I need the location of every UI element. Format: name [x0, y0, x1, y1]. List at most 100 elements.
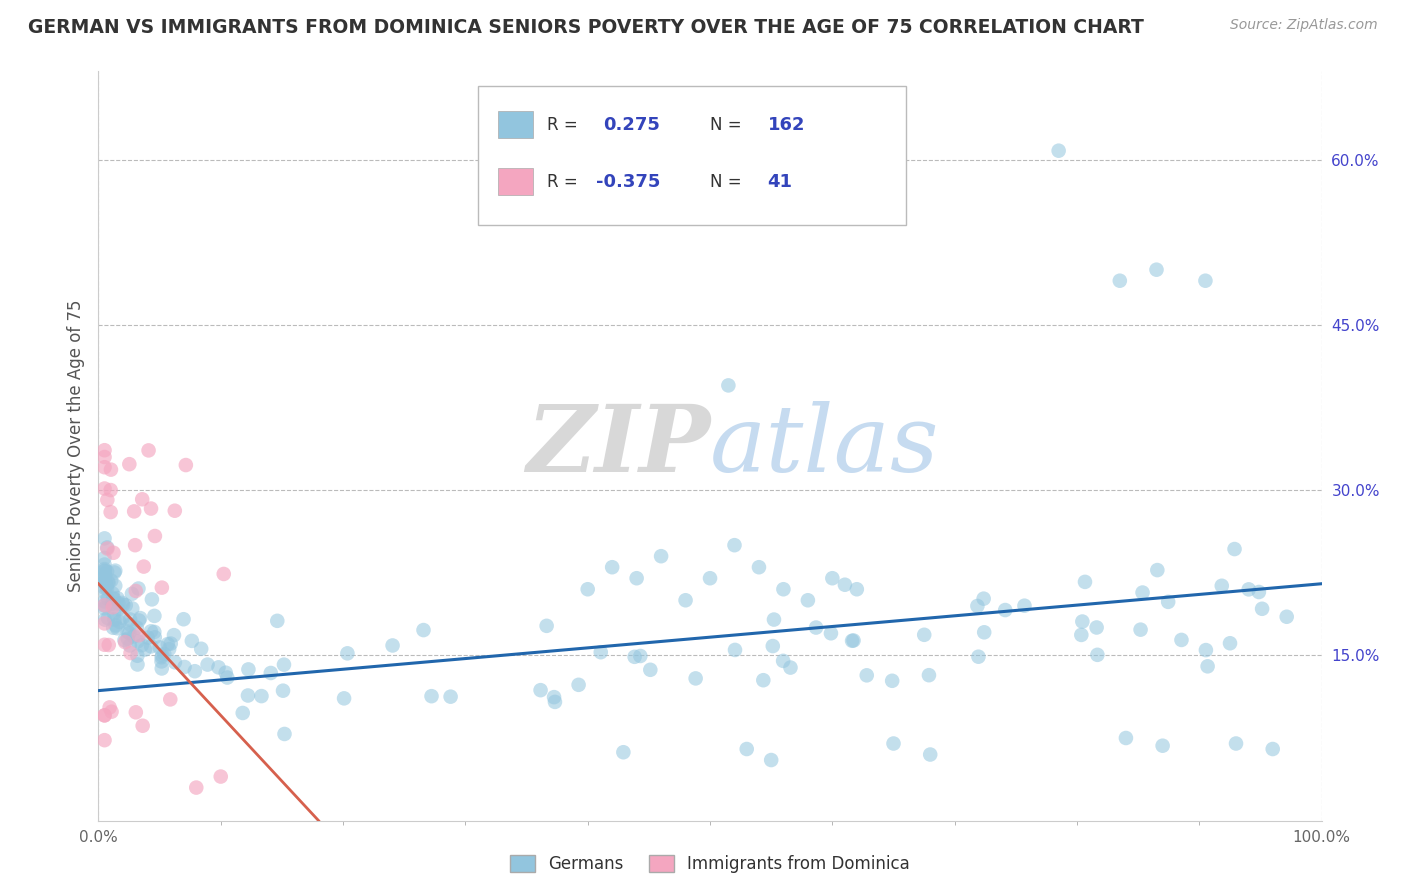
Point: [93, 575, 115, 590]
Text: atlas: atlas: [710, 401, 939, 491]
Point: [93, 601, 115, 615]
Point: [139, 624, 162, 639]
Point: [150, 650, 173, 665]
Text: 41: 41: [768, 173, 793, 191]
Point: [103, 546, 125, 560]
Point: [93, 482, 115, 496]
Point: [217, 671, 239, 685]
Point: [105, 621, 128, 635]
Point: [97, 575, 120, 590]
Point: [93, 733, 115, 747]
Point: [143, 608, 166, 623]
Point: [568, 678, 591, 692]
Point: [138, 443, 160, 458]
Point: [93, 443, 115, 458]
Point: [100, 483, 122, 497]
Point: [215, 665, 238, 680]
Point: [1247, 585, 1270, 599]
Point: [212, 566, 235, 581]
Point: [250, 689, 273, 703]
Point: [97, 575, 120, 590]
Point: [127, 634, 149, 648]
Point: [1085, 620, 1108, 634]
Point: [93, 564, 115, 578]
Point: [128, 628, 150, 642]
Point: [1108, 274, 1130, 288]
Point: [94, 613, 117, 627]
Point: [163, 628, 186, 642]
Point: [1211, 579, 1233, 593]
Point: [1170, 632, 1192, 647]
Point: [93, 572, 115, 586]
Point: [1237, 582, 1260, 597]
Point: [762, 613, 785, 627]
Point: [94, 574, 117, 589]
Point: [100, 505, 122, 519]
Point: [107, 602, 129, 616]
Point: [190, 641, 212, 656]
Text: Source: ZipAtlas.com: Source: ZipAtlas.com: [1230, 18, 1378, 32]
Point: [94, 575, 117, 590]
Point: [103, 607, 125, 621]
Point: [1132, 585, 1154, 599]
Point: [1223, 542, 1246, 557]
Point: [103, 591, 125, 606]
Point: [93, 532, 115, 546]
Point: [761, 753, 783, 767]
Point: [1070, 628, 1092, 642]
Point: [150, 655, 173, 669]
Point: [920, 747, 942, 762]
Point: [127, 657, 149, 672]
Point: [93, 598, 115, 612]
Point: [132, 559, 155, 574]
Point: [612, 745, 634, 759]
Point: [724, 643, 747, 657]
Point: [100, 705, 122, 719]
Point: [163, 655, 186, 669]
Point: [197, 657, 219, 672]
Point: [1225, 737, 1247, 751]
Text: GERMAN VS IMMIGRANTS FROM DOMINICA SENIORS POVERTY OVER THE AGE OF 75 CORRELATIO: GERMAN VS IMMIGRANTS FROM DOMINICA SENIO…: [28, 18, 1144, 37]
Point: [207, 660, 229, 674]
Point: [97, 638, 120, 652]
Point: [685, 672, 707, 686]
Point: [117, 624, 139, 639]
Point: [96, 579, 118, 593]
Point: [122, 504, 145, 518]
Point: [143, 624, 166, 639]
Text: R =: R =: [547, 116, 578, 135]
Point: [1146, 262, 1168, 277]
Point: [159, 637, 181, 651]
Point: [381, 639, 404, 653]
Point: [273, 727, 295, 741]
Point: [131, 638, 153, 652]
Point: [93, 550, 115, 565]
Point: [111, 596, 134, 610]
Point: [273, 657, 295, 672]
Point: [93, 460, 115, 475]
FancyBboxPatch shape: [498, 111, 533, 138]
Point: [101, 600, 124, 615]
Point: [623, 649, 645, 664]
Point: [93, 575, 115, 590]
Point: [141, 592, 163, 607]
Point: [918, 668, 941, 682]
Point: [121, 587, 143, 601]
Point: [118, 639, 141, 653]
Point: [94, 586, 117, 600]
Point: [1251, 601, 1274, 615]
Point: [717, 378, 740, 392]
Point: [439, 690, 461, 704]
Point: [143, 529, 166, 543]
Point: [120, 646, 142, 660]
Point: [104, 618, 127, 632]
Point: [855, 668, 877, 682]
Point: [1195, 643, 1218, 657]
Point: [134, 642, 156, 657]
Point: [762, 639, 785, 653]
Point: [93, 575, 115, 590]
Point: [93, 708, 115, 723]
Point: [1157, 595, 1180, 609]
Point: [101, 586, 124, 600]
Point: [143, 630, 166, 644]
